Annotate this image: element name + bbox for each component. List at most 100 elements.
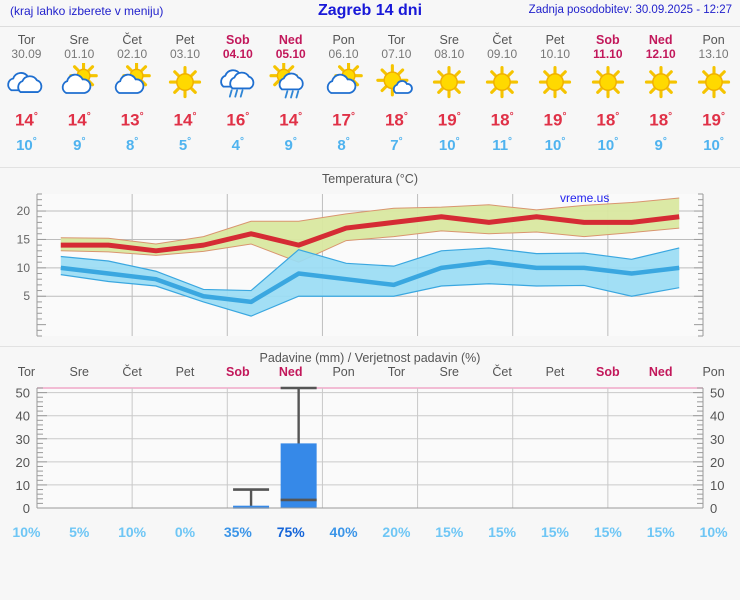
day-column[interactable]: Pet 03.10 14° 5°	[159, 27, 212, 156]
day-column[interactable]: Sre 01.10 14° 9°	[53, 27, 106, 156]
svg-text:15: 15	[17, 232, 31, 246]
day-name: Tor	[17, 33, 36, 47]
day-date: 30.09	[11, 47, 42, 61]
precip-probability: 15%	[488, 524, 517, 540]
max-temperature: 18°	[384, 110, 408, 130]
day-column[interactable]: Ned 05.10 14° 9°	[264, 27, 317, 156]
partly-sunny-icon	[53, 63, 106, 103]
day-column[interactable]: Sob 11.10 18° 10°	[581, 27, 634, 156]
day-column[interactable]: Čet 09.10 18° 11°	[476, 27, 529, 156]
min-temperature: 10°	[438, 135, 460, 154]
precip-probability: 10%	[699, 524, 728, 540]
min-temperature: 9°	[284, 135, 297, 154]
precip-probability: 0%	[174, 524, 196, 540]
precipitation-day-labels: Tor Sre Čet Pet Sob Ned Pon Tor Sre Čet Pet Sob Ned P…	[0, 365, 740, 382]
day-date: 03.10	[169, 47, 200, 61]
precip-probability: 15%	[435, 524, 464, 540]
precip-probability: 15%	[540, 524, 569, 540]
max-temperature: 17°	[332, 110, 356, 130]
day-column[interactable]: Pon 13.10 19° 10°	[687, 27, 740, 156]
day-date: 02.10	[117, 47, 148, 61]
daily-forecast-strip: Tor 30.09 14° 10° Sre 01.10 14° 9° Čet 02.10 13…	[0, 27, 740, 167]
day-date: 04.10	[222, 47, 253, 61]
svg-text:0: 0	[710, 501, 717, 516]
sunny-icon	[476, 63, 529, 103]
sunny-icon	[423, 63, 476, 103]
location-hint: (kraj lahko izberete v meniju)	[10, 4, 164, 18]
precip-probability: 15%	[593, 524, 622, 540]
precip-probability: 15%	[646, 524, 675, 540]
day-column[interactable]: Sre 08.10 19° 10°	[423, 27, 476, 156]
precip-day-label: Pet	[175, 365, 195, 379]
sunny-icon	[634, 63, 687, 103]
min-temperature: 11°	[492, 135, 513, 154]
precipitation-plot: 50 50 40 40 30 30 20 20 10 10 0 0	[16, 386, 725, 516]
day-column[interactable]: Ned 12.10 18° 9°	[634, 27, 687, 156]
cloudy-icon	[0, 63, 53, 103]
day-name: Sob	[596, 33, 620, 47]
svg-text:10: 10	[16, 478, 30, 493]
rain-cloud-icon	[211, 63, 264, 103]
strip-divider	[0, 167, 740, 168]
max-temperature: 18°	[596, 110, 620, 130]
precip-day-label: Čet	[492, 365, 512, 379]
day-name: Sob	[226, 33, 250, 47]
precip-day-label: Ned	[648, 365, 673, 379]
max-temperature: 14°	[67, 110, 91, 130]
precip-day-label: Sob	[226, 365, 250, 379]
svg-text:20: 20	[16, 455, 30, 470]
day-column[interactable]: Pet 10.10 19° 10°	[529, 27, 582, 156]
day-date: 01.10	[64, 47, 95, 61]
day-column[interactable]: Čet 02.10 13° 8°	[106, 27, 159, 156]
max-temperature: 14°	[279, 110, 303, 130]
precip-day-label: Sob	[596, 365, 620, 379]
precipitation-chart-title: Padavine (mm) / Verjetnost padavin (%)	[259, 351, 481, 365]
day-date: 05.10	[275, 47, 306, 61]
day-name: Sre	[439, 33, 459, 47]
min-temperature: 8°	[337, 135, 350, 154]
precip-probability: 40%	[329, 524, 358, 540]
svg-text:10: 10	[710, 478, 724, 493]
svg-text:40: 40	[710, 409, 724, 424]
day-date: 08.10	[434, 47, 465, 61]
day-column[interactable]: Tor 07.10 18° 7°	[370, 27, 423, 156]
precipitation-probability-row: 10% 5% 10% 0% 35% 75% 40% 20% 15% 15% 15% 15% 15% 10%	[0, 524, 740, 544]
day-column[interactable]: Pon 06.10 17° 8°	[317, 27, 370, 156]
day-date: 07.10	[381, 47, 412, 61]
sun-small-cloud-icon	[370, 63, 423, 103]
temperature-chart-title: Temperatura (°C)	[322, 172, 418, 186]
max-temperature: 19°	[702, 110, 726, 130]
max-temperature: 19°	[437, 110, 461, 130]
day-date: 06.10	[328, 47, 359, 61]
max-temperature: 18°	[490, 110, 514, 130]
max-temperature: 13°	[120, 110, 144, 130]
page-header: (kraj lahko izberete v meniju) Zagreb 14…	[0, 0, 740, 26]
max-temperature: 14°	[173, 110, 197, 130]
precip-probability: 75%	[276, 524, 305, 540]
sunny-icon	[529, 63, 582, 103]
precip-day-label: Čet	[122, 365, 142, 379]
svg-text:30: 30	[710, 432, 724, 447]
day-name: Pon	[332, 33, 355, 47]
day-name: Ned	[648, 33, 673, 47]
day-name: Čet	[122, 33, 142, 47]
svg-text:0: 0	[23, 501, 30, 516]
day-column[interactable]: Sob 04.10 16° 4°	[211, 27, 264, 156]
min-temperature: 9°	[73, 135, 86, 154]
precip-day-label: Pet	[545, 365, 565, 379]
max-temperature: 14°	[14, 110, 38, 130]
day-column[interactable]: Tor 30.09 14° 10°	[0, 27, 53, 156]
precip-probability: 10%	[118, 524, 147, 540]
precip-day-label: Sre	[439, 365, 459, 379]
header-divider	[0, 26, 740, 27]
watermark-label: vreme.us	[560, 191, 610, 205]
day-date: 11.10	[593, 47, 623, 61]
temp-chart-divider	[0, 346, 740, 347]
day-name: Pet	[175, 33, 195, 47]
sun-rain-icon	[264, 63, 317, 103]
svg-text:10: 10	[17, 261, 31, 275]
svg-text:30: 30	[16, 432, 30, 447]
svg-text:20: 20	[17, 204, 31, 218]
precip-probability: 35%	[223, 524, 252, 540]
day-date: 12.10	[645, 47, 676, 61]
